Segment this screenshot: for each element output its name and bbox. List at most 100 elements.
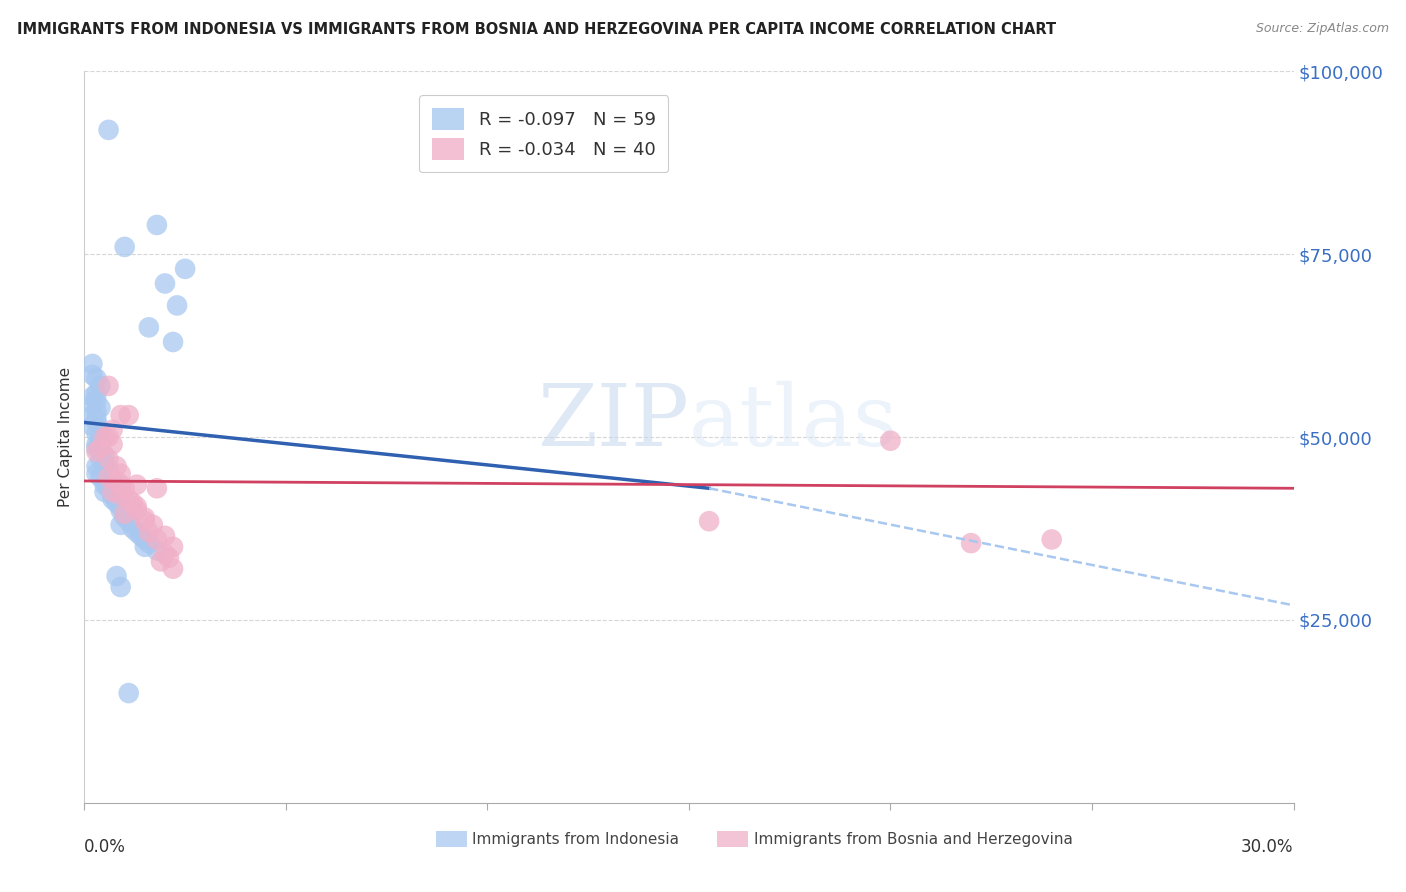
Point — [86, 411, 108, 425]
Point — [129, 529, 152, 543]
Point — [101, 484, 124, 499]
Point — [110, 467, 132, 481]
Point — [101, 489, 124, 503]
Point — [134, 514, 156, 528]
Point — [93, 430, 115, 444]
Point — [138, 525, 160, 540]
Point — [82, 390, 104, 404]
Point — [86, 459, 108, 474]
Point — [118, 492, 141, 507]
Point — [89, 379, 111, 393]
Point — [114, 507, 136, 521]
Point — [121, 496, 143, 510]
Point — [1040, 533, 1063, 547]
Point — [86, 416, 108, 430]
Point — [86, 404, 108, 418]
Text: Source: ZipAtlas.com: Source: ZipAtlas.com — [1256, 22, 1389, 36]
Point — [97, 463, 120, 477]
Point — [118, 408, 141, 422]
Point — [82, 397, 104, 411]
Point — [82, 368, 104, 382]
Point — [93, 448, 115, 462]
Point — [121, 521, 143, 535]
Point — [101, 474, 124, 488]
Point — [149, 554, 172, 568]
Point — [110, 477, 132, 491]
Point — [134, 533, 156, 547]
Point — [82, 357, 104, 371]
Text: 0.0%: 0.0% — [84, 838, 127, 856]
Point — [142, 517, 165, 532]
Point — [89, 423, 111, 437]
Point — [101, 437, 124, 451]
Point — [114, 240, 136, 254]
Point — [105, 569, 128, 583]
Point — [114, 481, 136, 495]
Point — [97, 470, 120, 484]
Point — [97, 123, 120, 137]
Point — [125, 477, 148, 491]
Point — [101, 423, 124, 437]
Point — [86, 371, 108, 385]
Point — [146, 218, 169, 232]
Point — [86, 426, 108, 441]
Point — [125, 500, 148, 514]
Legend: R = -0.097   N = 59, R = -0.034   N = 40: R = -0.097 N = 59, R = -0.034 N = 40 — [419, 95, 668, 172]
Point — [97, 481, 120, 495]
Point — [86, 393, 108, 408]
Point — [97, 379, 120, 393]
Point — [89, 444, 111, 458]
Point — [93, 456, 115, 470]
Point — [89, 470, 111, 484]
Point — [146, 533, 169, 547]
Point — [86, 386, 108, 401]
Point — [110, 500, 132, 514]
Point — [110, 503, 132, 517]
Point — [89, 401, 111, 415]
Point — [89, 441, 111, 455]
Point — [166, 298, 188, 312]
Point — [162, 334, 184, 349]
Point — [97, 430, 120, 444]
Text: Immigrants from Indonesia: Immigrants from Indonesia — [472, 832, 679, 847]
Point — [146, 543, 169, 558]
Point — [86, 444, 108, 458]
Point — [105, 474, 128, 488]
Point — [118, 686, 141, 700]
Point — [697, 514, 720, 528]
Point — [125, 503, 148, 517]
Point — [162, 562, 184, 576]
Y-axis label: Per Capita Income: Per Capita Income — [58, 367, 73, 508]
Point — [114, 510, 136, 524]
Text: IMMIGRANTS FROM INDONESIA VS IMMIGRANTS FROM BOSNIA AND HERZEGOVINA PER CAPITA I: IMMIGRANTS FROM INDONESIA VS IMMIGRANTS … — [17, 22, 1056, 37]
Point — [162, 540, 184, 554]
Point — [157, 550, 180, 565]
Point — [86, 441, 108, 455]
Point — [174, 261, 197, 276]
Text: 30.0%: 30.0% — [1241, 838, 1294, 856]
Point — [153, 277, 176, 291]
Point — [134, 540, 156, 554]
Text: Immigrants from Bosnia and Herzegovina: Immigrants from Bosnia and Herzegovina — [754, 832, 1073, 847]
Point — [125, 525, 148, 540]
Point — [134, 510, 156, 524]
Point — [86, 467, 108, 481]
Point — [110, 489, 132, 503]
Point — [138, 536, 160, 550]
Text: atlas: atlas — [689, 381, 898, 464]
Point — [97, 452, 120, 467]
Point — [101, 492, 124, 507]
Point — [153, 547, 176, 561]
Point — [110, 517, 132, 532]
Point — [105, 459, 128, 474]
Point — [82, 408, 104, 422]
Text: ZIP: ZIP — [537, 381, 689, 464]
Point — [86, 437, 108, 451]
Point — [879, 434, 901, 448]
Point — [105, 496, 128, 510]
Point — [93, 484, 115, 499]
Point — [93, 477, 115, 491]
Point — [110, 580, 132, 594]
Point — [89, 452, 111, 467]
Point — [89, 430, 111, 444]
